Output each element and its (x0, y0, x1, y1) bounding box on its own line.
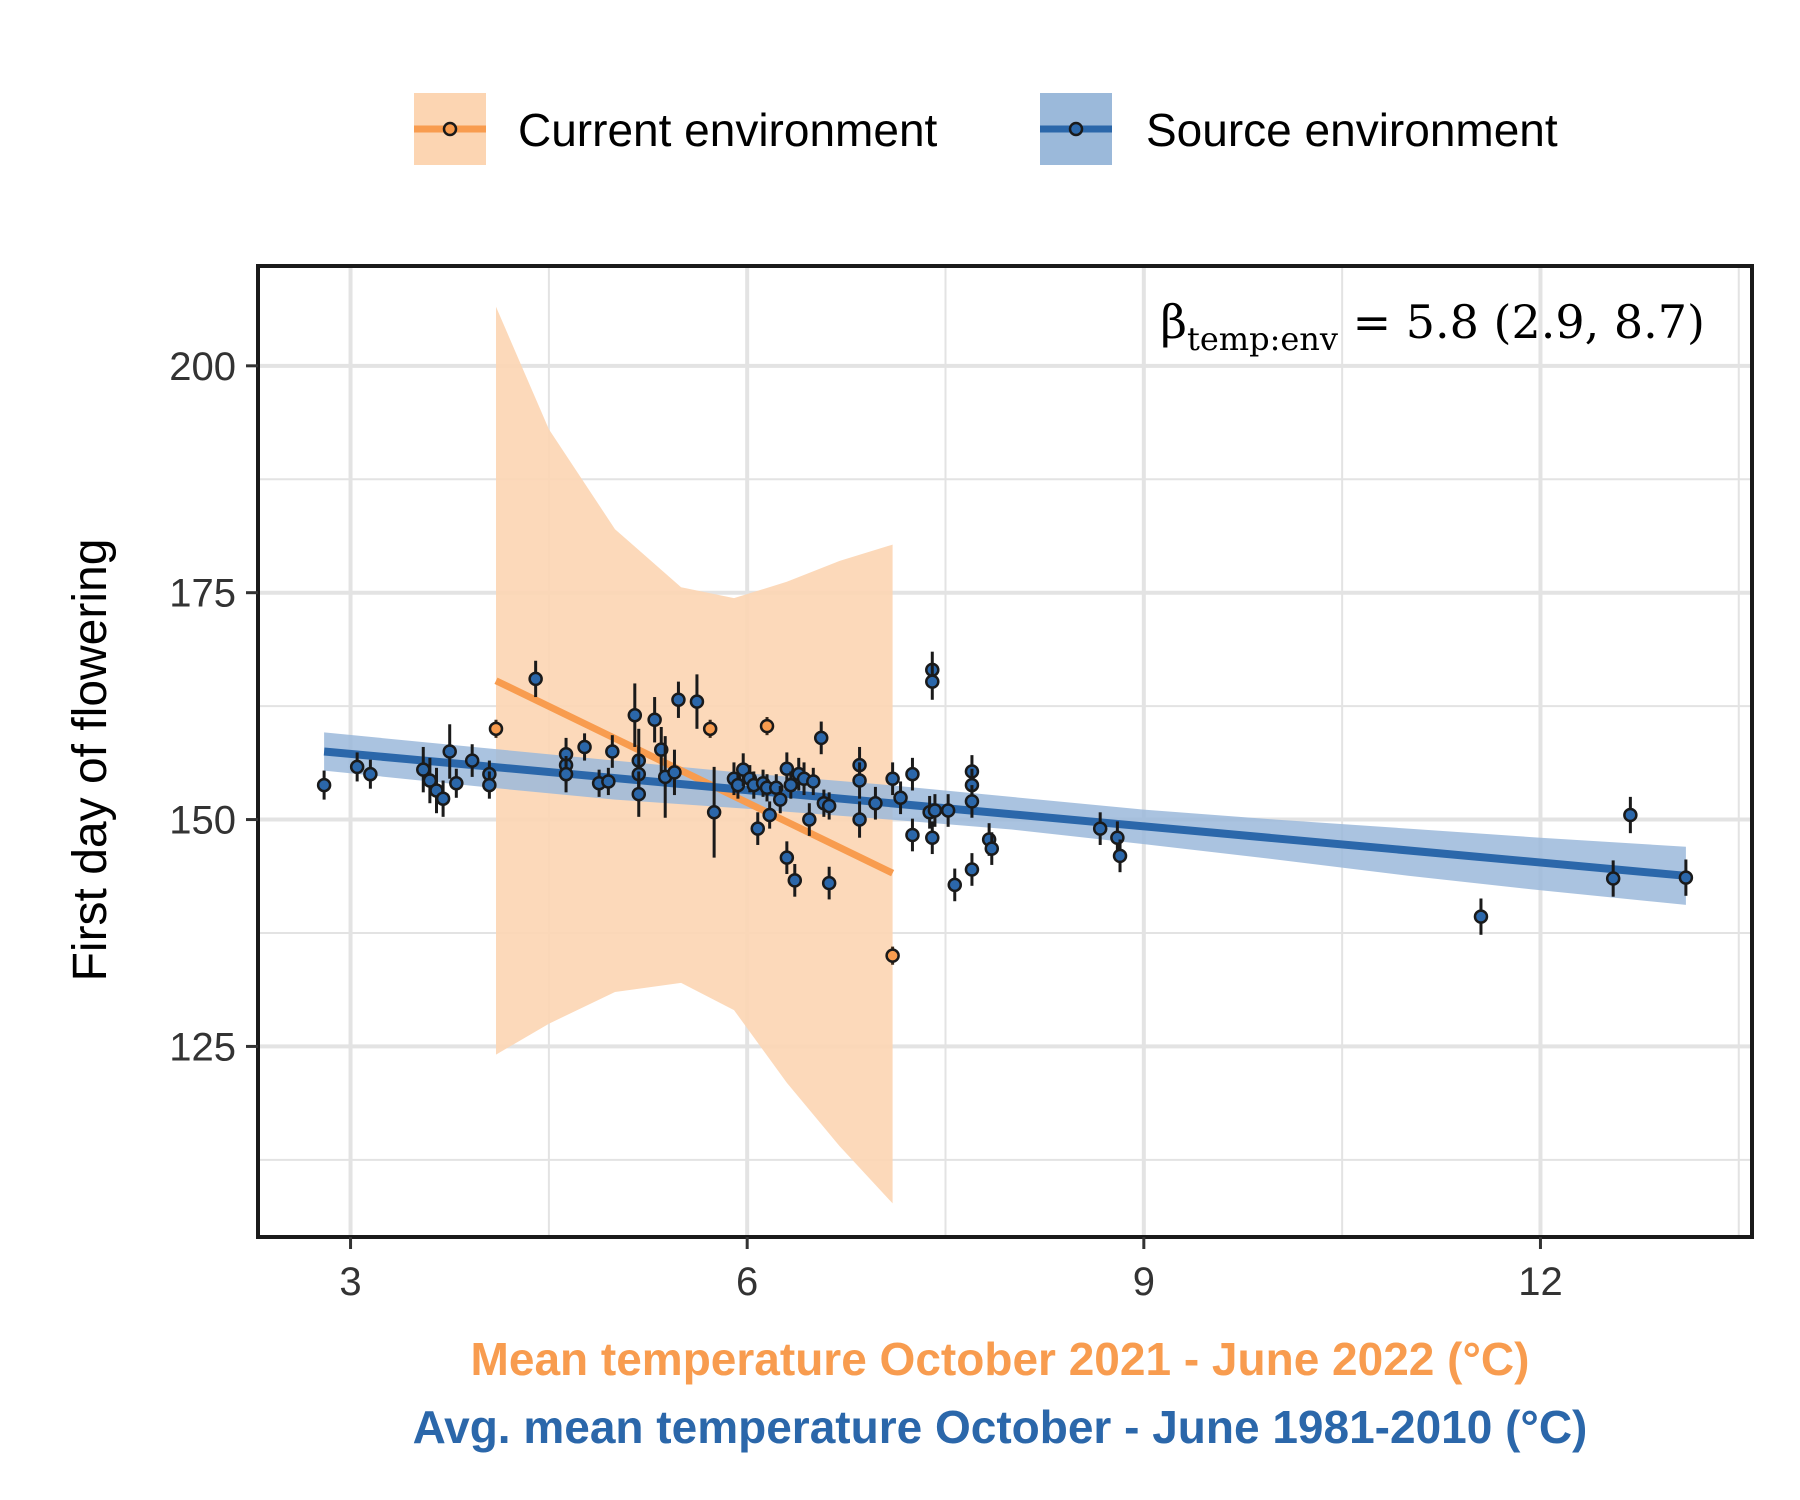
plot-panel (256, 264, 1754, 1239)
current-fit-line (494, 677, 895, 877)
source-point (482, 777, 497, 793)
source-point (363, 766, 378, 782)
source-point (905, 766, 920, 782)
source-point (750, 821, 766, 836)
source-point (779, 850, 795, 865)
grid (258, 266, 1752, 1237)
source-point (627, 707, 643, 723)
panel-border (256, 264, 1754, 1239)
source-point (449, 776, 464, 791)
source-point (1678, 870, 1694, 885)
source-point (435, 791, 451, 806)
legend-label-current: Current environment (518, 104, 938, 156)
source-point (1092, 821, 1108, 836)
source-point (1112, 848, 1128, 864)
x-tick-label: 9 (1133, 1260, 1155, 1304)
current-point (759, 718, 775, 734)
y-tick-label: 175 (169, 572, 236, 616)
source-point (868, 795, 883, 811)
source-point (706, 805, 722, 820)
y-tick-label: 150 (169, 799, 236, 843)
beta-value: = 5.8 (2.9, 8.7) (1338, 295, 1705, 349)
source-point (1110, 830, 1125, 845)
source-point (631, 786, 647, 802)
beta-subscript: temp:env (1187, 320, 1338, 358)
source-point (1473, 909, 1489, 924)
source-point (601, 774, 616, 789)
y-tick-label: 200 (169, 345, 236, 389)
x-tick-label: 12 (1518, 1260, 1563, 1304)
x-axis-label-source: Avg. mean temperature October - June 198… (413, 1401, 1588, 1453)
source-point (852, 812, 867, 827)
y-axis-label: First day of flowering (64, 539, 117, 982)
source-point (893, 790, 908, 806)
source-point (671, 692, 686, 708)
source-point (349, 759, 365, 775)
source-point (947, 877, 963, 893)
x-tick-label: 6 (736, 1260, 758, 1304)
x-axis: 3 6 9 12 (339, 1237, 1563, 1304)
current-band-layer (496, 306, 893, 1204)
source-point (772, 792, 788, 807)
source-point (852, 773, 867, 788)
source-point (464, 753, 480, 768)
beta-symbol: β (1160, 295, 1187, 349)
x-axis-label-current: Mean temperature October 2021 - June 202… (471, 1333, 1530, 1385)
source-point (605, 744, 620, 759)
y-tick-label: 125 (169, 1025, 236, 1069)
source-point (821, 875, 837, 891)
source-point (316, 777, 332, 793)
source-point (821, 798, 837, 814)
current-confidence-band (496, 306, 893, 1204)
source-point (667, 765, 682, 780)
source-point (802, 812, 817, 827)
source-point (940, 803, 956, 818)
source-point (1605, 871, 1621, 886)
legend: Current environment Source environment (414, 93, 1558, 165)
source-fit-line (323, 747, 1687, 880)
current-point (488, 721, 504, 737)
source-point (689, 694, 705, 709)
points-layer (316, 651, 1694, 965)
source-point (762, 807, 777, 823)
source-point (528, 671, 543, 687)
source-point (927, 803, 943, 818)
x-tick-label: 3 (339, 1260, 361, 1304)
source-point (577, 739, 592, 755)
source-point (647, 712, 662, 727)
y-axis: 125 150 175 200 (169, 345, 258, 1069)
source-point (783, 777, 799, 793)
source-point (964, 794, 980, 809)
source-point (813, 730, 829, 746)
legend-key-source-point (1068, 121, 1084, 137)
source-point (984, 841, 1000, 856)
source-point (1623, 807, 1638, 823)
source-point (787, 873, 803, 888)
legend-key-current-point (442, 121, 458, 137)
source-fit-layer (323, 747, 1687, 880)
legend-label-source: Source environment (1146, 104, 1558, 156)
source-point (925, 674, 940, 689)
current-point (885, 948, 900, 963)
source-point (964, 862, 980, 877)
current-point (702, 721, 718, 737)
source-point (806, 774, 821, 789)
beta-annotation: βtemp:env = 5.8 (2.9, 8.7) (1160, 295, 1705, 358)
source-point (905, 827, 920, 843)
source-point (885, 771, 900, 786)
source-point (925, 830, 940, 845)
source-point (442, 744, 457, 759)
source-point (558, 766, 574, 782)
current-fit-layer (494, 677, 895, 877)
